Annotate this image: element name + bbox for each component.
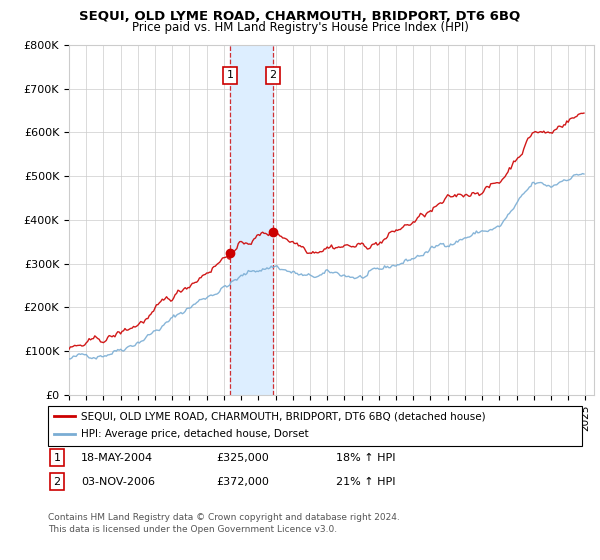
Text: 1: 1 [53,452,61,463]
Text: SEQUI, OLD LYME ROAD, CHARMOUTH, BRIDPORT, DT6 6BQ (detached house): SEQUI, OLD LYME ROAD, CHARMOUTH, BRIDPOR… [81,411,485,421]
Text: £325,000: £325,000 [216,452,269,463]
Text: 2: 2 [53,477,61,487]
Text: SEQUI, OLD LYME ROAD, CHARMOUTH, BRIDPORT, DT6 6BQ: SEQUI, OLD LYME ROAD, CHARMOUTH, BRIDPOR… [79,10,521,23]
Text: 2: 2 [269,71,277,81]
Text: 03-NOV-2006: 03-NOV-2006 [81,477,155,487]
Text: Price paid vs. HM Land Registry's House Price Index (HPI): Price paid vs. HM Land Registry's House … [131,21,469,34]
Text: 1: 1 [227,71,234,81]
Text: HPI: Average price, detached house, Dorset: HPI: Average price, detached house, Dors… [81,429,308,439]
Text: This data is licensed under the Open Government Licence v3.0.: This data is licensed under the Open Gov… [48,525,337,534]
Text: 18% ↑ HPI: 18% ↑ HPI [336,452,395,463]
Text: 18-MAY-2004: 18-MAY-2004 [81,452,153,463]
Text: 21% ↑ HPI: 21% ↑ HPI [336,477,395,487]
Text: £372,000: £372,000 [216,477,269,487]
Bar [230,45,273,395]
Text: Contains HM Land Registry data © Crown copyright and database right 2024.: Contains HM Land Registry data © Crown c… [48,514,400,522]
